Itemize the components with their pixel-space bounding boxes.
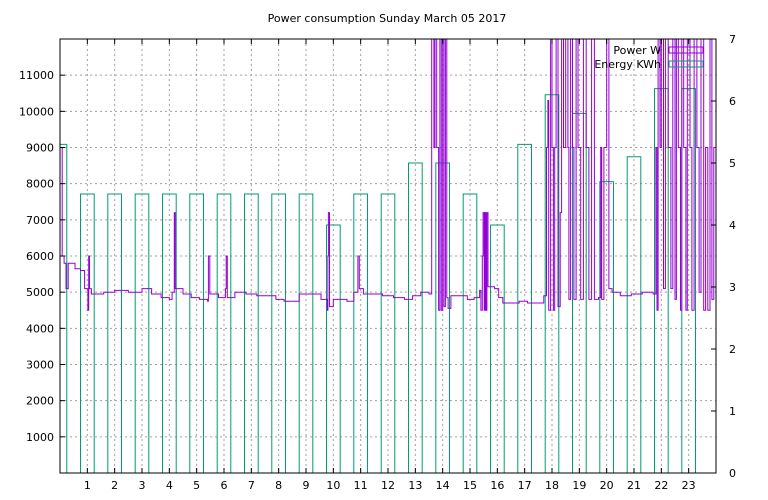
y2-tick-label: 6	[729, 95, 736, 108]
y2-tick-label: 1	[729, 405, 736, 418]
y-tick-label: 4000	[26, 322, 54, 335]
x-tick-label: 22	[654, 479, 668, 492]
y-tick-label: 7000	[26, 214, 54, 227]
x-tick-label: 11	[354, 479, 368, 492]
y2-tick-label: 4	[729, 219, 736, 232]
x-tick-label: 2	[111, 479, 118, 492]
x-tick-label: 1	[84, 479, 91, 492]
x-tick-label: 12	[381, 479, 395, 492]
x-tick-label: 5	[193, 479, 200, 492]
x-tick-label: 9	[303, 479, 310, 492]
y2-tick-label: 0	[729, 467, 736, 480]
legend-swatch-energy	[668, 60, 704, 68]
power-series-line	[60, 39, 716, 311]
x-tick-label: 8	[275, 479, 282, 492]
axis-ticks: 1 2 3 4 5 6 7 8 9 10 11 12 13 14 15 16 17 18 19 20 21 22 23100…	[19, 33, 736, 492]
y-tick-label: 3000	[26, 359, 54, 372]
y2-tick-label: 5	[729, 157, 736, 170]
plot-area	[60, 39, 716, 473]
x-tick-label: 4	[166, 479, 173, 492]
legend-swatch-power	[668, 46, 704, 54]
x-tick-label: 6	[221, 479, 228, 492]
y2-tick-label: 2	[729, 343, 736, 356]
y-tick-label: 6000	[26, 250, 54, 263]
legend-label: Energy KWh	[594, 58, 661, 71]
y-tick-label: 8000	[26, 178, 54, 191]
x-tick-label: 20	[600, 479, 614, 492]
x-tick-label: 14	[436, 479, 450, 492]
y-tick-label: 9000	[26, 142, 54, 155]
x-tick-label: 15	[463, 479, 477, 492]
x-tick-label: 18	[545, 479, 559, 492]
x-tick-label: 19	[572, 479, 586, 492]
x-tick-label: 21	[627, 479, 641, 492]
y2-tick-label: 7	[729, 33, 736, 46]
y-tick-label: 1000	[26, 431, 54, 444]
x-tick-label: 3	[139, 479, 146, 492]
x-tick-label: 23	[682, 479, 696, 492]
x-tick-label: 7	[248, 479, 255, 492]
y-tick-label: 2000	[26, 395, 54, 408]
y-tick-label: 11000	[19, 69, 54, 82]
x-tick-label: 10	[326, 479, 340, 492]
energy-series-line	[60, 88, 710, 473]
x-tick-label: 16	[490, 479, 504, 492]
x-tick-label: 17	[518, 479, 532, 492]
y-tick-label: 5000	[26, 286, 54, 299]
y-tick-label: 10000	[19, 105, 54, 118]
legend-label: Power W	[613, 44, 661, 57]
chart-title: Power consumption Sunday March 05 2017	[268, 12, 507, 25]
x-tick-label: 13	[408, 479, 422, 492]
y2-tick-label: 3	[729, 281, 736, 294]
